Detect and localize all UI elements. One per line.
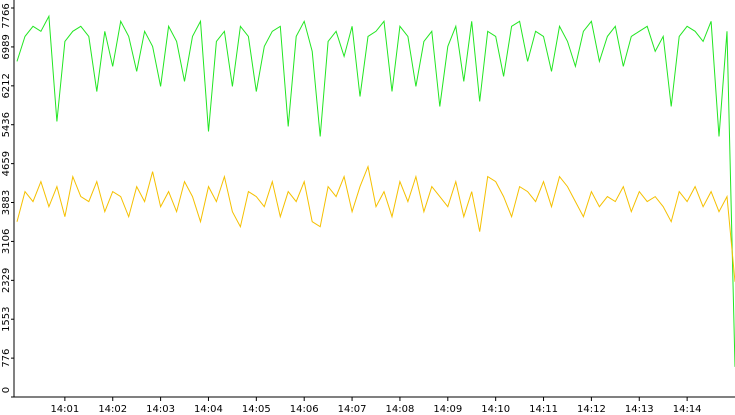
x-tick-label: 14:10 [481,404,510,415]
x-tick-label: 14:13 [625,404,654,415]
series-line [16,164,735,282]
x-tick-label: 14:02 [98,404,127,415]
x-tick-label: 14:08 [386,404,415,415]
y-tick-label: 776 [1,349,12,368]
y-tick-label: 6212 [1,73,12,98]
x-tick-label: 14:12 [577,404,606,415]
y-tick-label: 4659 [1,151,12,176]
y-tick-label: 5436 [1,112,12,137]
x-tick-label: 14:01 [50,404,79,415]
y-tick-label: 6989 [1,34,12,59]
x-tick-label: 14:04 [194,404,223,415]
x-tick-label: 14:11 [529,404,558,415]
y-tick-label: 7766 [1,3,12,28]
series-line [16,14,735,367]
y-tick-label: 1553 [1,306,12,331]
x-tick-label: 14:05 [242,404,271,415]
x-tick-label: 14:14 [673,404,702,415]
x-tick-label: 14:07 [338,404,367,415]
x-tick-label: 14:09 [433,404,462,415]
y-tick-label: 0 [1,387,12,393]
x-tick-label: 14:03 [146,404,175,415]
y-tick-label: 3883 [1,190,12,215]
y-tick-label: 3106 [1,229,12,254]
x-tick-label: 14:06 [290,404,319,415]
y-tick-label: 2329 [1,268,12,293]
